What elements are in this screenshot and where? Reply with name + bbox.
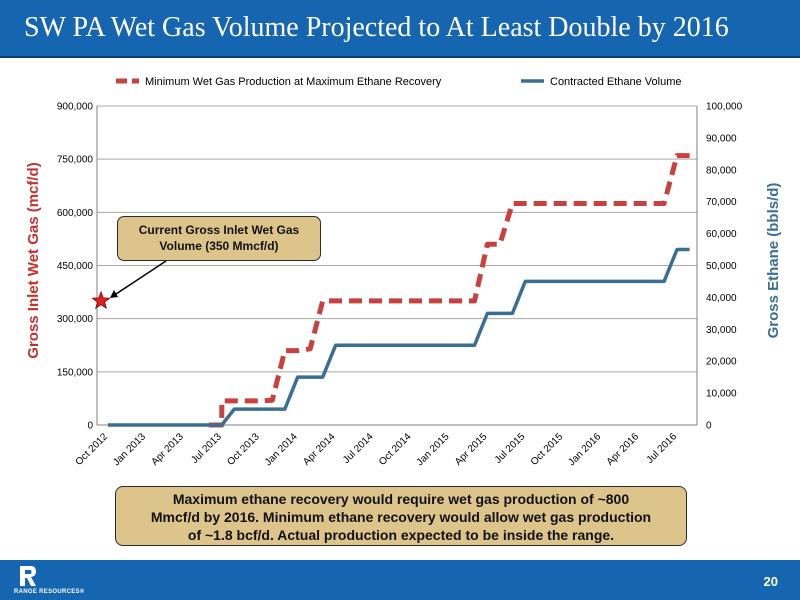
x-tick-label: Apr 2013 (150, 431, 187, 468)
x-tick-label: Oct 2013 (225, 431, 262, 468)
footer-bar: RANGE RESOURCES® 20 (0, 560, 800, 600)
legend-label: Minimum Wet Gas Production at Maximum Et… (145, 76, 442, 88)
x-tick-label: Jul 2013 (189, 431, 224, 466)
x-tick-label: Apr 2015 (453, 431, 490, 468)
chart-series (108, 153, 690, 428)
wet-gas-ethane-chart: Minimum Wet Gas Production at Maximum Et… (25, 76, 782, 469)
x-tick-label: Jan 2013 (111, 431, 148, 468)
callout-arrow (112, 260, 167, 297)
x-tick-label: Apr 2016 (605, 431, 642, 468)
y-tick-label: 900,000 (57, 102, 94, 113)
x-tick-label: Jul 2016 (645, 431, 680, 466)
x-tick-label: Jul 2014 (341, 431, 376, 466)
x-tick-label: Jan 2016 (566, 431, 603, 468)
summary-line-2: Mmcf/d by 2016. Minimum ethane recovery … (150, 509, 652, 525)
slide-title: SW PA Wet Gas Volume Projected to At Lea… (24, 12, 729, 43)
y2-tick-label: 40,000 (706, 293, 737, 304)
current-volume-callout: Current Gross Inlet Wet Gas Volume (350 … (117, 216, 321, 261)
page-number: 20 (763, 574, 778, 589)
y2-tick-label: 80,000 (706, 165, 737, 176)
y-tick-label: 750,000 (57, 155, 94, 166)
y-tick-label: 300,000 (57, 314, 94, 325)
y2-axis-title: Gross Ethane (bbls/d) (765, 183, 782, 339)
x-tick-label: Jul 2015 (493, 431, 528, 466)
y2-tick-label: 90,000 (706, 133, 737, 144)
y2-tick-label: 20,000 (706, 357, 737, 368)
chart-axes: 0 150,000 300,000 450,000 600,000 750,000 900,… (25, 102, 782, 469)
summary-box: Maximum ethane recovery would require we… (115, 486, 687, 546)
x-tick-label: Jan 2014 (263, 431, 300, 468)
y2-tick-label: 30,000 (706, 325, 737, 336)
y2-tick-label: 70,000 (706, 197, 737, 208)
x-tick-label: Oct 2015 (529, 431, 566, 468)
x-tick-label: Oct 2012 (74, 431, 111, 468)
logo-text: RANGE RESOURCES® (14, 589, 85, 595)
ethane-series-line (108, 247, 690, 427)
callout-line-1: Current Gross Inlet Wet Gas (138, 223, 300, 237)
range-resources-logo-icon (20, 566, 36, 586)
chart-annotations (91, 260, 167, 310)
title-divider (0, 56, 800, 58)
y-axis-title: Gross Inlet Wet Gas (mcf/d) (25, 162, 42, 358)
y-tick-label: 600,000 (57, 208, 94, 219)
y-tick-label: 450,000 (57, 261, 94, 272)
summary-line-3: of ~1.8 bcf/d. Actual production expecte… (187, 527, 615, 543)
callout-line-2: Volume (350 Mmcf/d) (159, 239, 279, 253)
y2-tick-label: 10,000 (706, 389, 737, 400)
arrow-head-icon (110, 289, 118, 298)
chart-legend: Minimum Wet Gas Production at Maximum Et… (116, 76, 681, 88)
star-icon (91, 290, 111, 310)
y-tick-label: 150,000 (57, 367, 94, 378)
x-tick-label: Oct 2014 (377, 431, 414, 468)
summary-line-1: Maximum ethane recovery would require we… (172, 491, 630, 507)
title-bar: SW PA Wet Gas Volume Projected to At Lea… (0, 0, 800, 56)
y-tick-label: 0 (87, 421, 93, 432)
x-tick-label: Apr 2014 (301, 431, 338, 468)
wet-gas-series-line (208, 153, 690, 428)
y2-tick-label: 100,000 (706, 102, 743, 113)
y2-tick-label: 0 (706, 421, 712, 432)
y2-tick-label: 60,000 (706, 229, 737, 240)
chart-gridlines (97, 105, 697, 373)
x-tick-label: Jan 2015 (415, 431, 452, 468)
legend-label: Contracted Ethane Volume (550, 76, 681, 88)
y2-tick-label: 50,000 (706, 261, 737, 272)
